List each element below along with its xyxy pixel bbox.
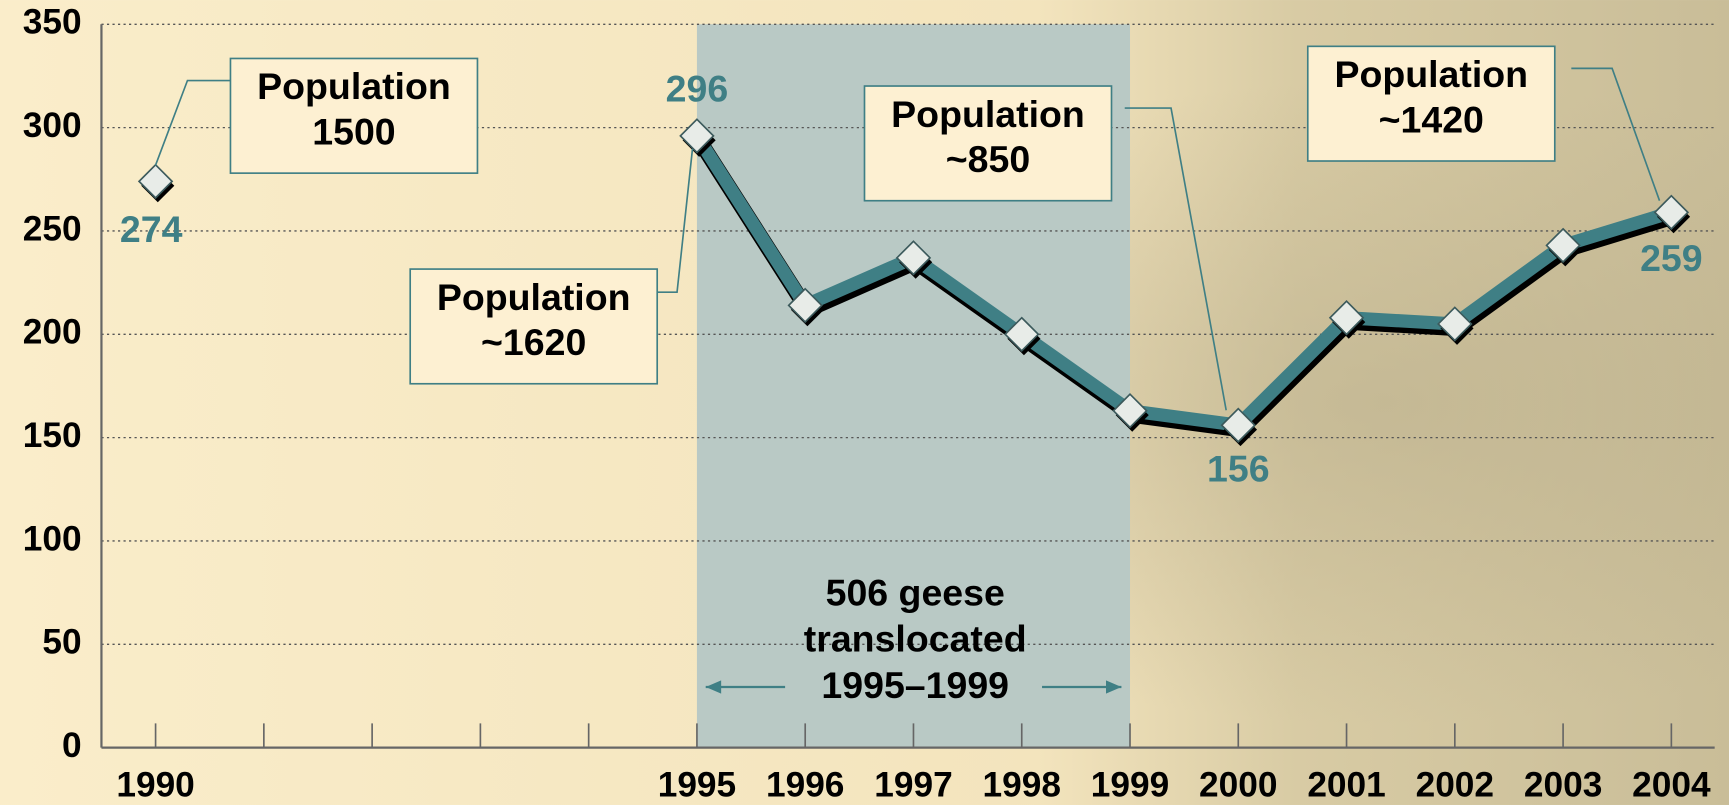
callout-box: [863, 85, 1113, 202]
data-label: 156: [1207, 447, 1270, 489]
x-tick-label: 2004: [1632, 766, 1711, 805]
marker: [787, 287, 823, 324]
callout-box: [409, 268, 659, 385]
callout-text: Population: [891, 93, 1085, 135]
callout-text: Population: [1334, 53, 1528, 95]
y-tick-label: 250: [23, 209, 82, 248]
x-tick-label: 1990: [116, 766, 194, 805]
x-tick-label: 2003: [1524, 766, 1602, 805]
callout-text: 1500: [312, 110, 395, 152]
callout-leader: [657, 148, 694, 294]
x-tick-label: 1996: [766, 766, 844, 805]
data-label: 259: [1640, 237, 1703, 279]
callout-box: [1306, 45, 1556, 162]
marker: [1004, 316, 1040, 353]
data-label: 296: [666, 68, 729, 110]
callout-text: ~850: [946, 138, 1030, 180]
x-tick-label: 2000: [1199, 766, 1277, 805]
marker: [1545, 227, 1581, 264]
y-tick-label: 50: [42, 623, 81, 662]
marker: [679, 118, 715, 154]
callout-text: Population: [257, 65, 451, 107]
y-tick-label: 300: [23, 106, 82, 145]
y-tick-label: 350: [23, 3, 82, 42]
line: [691, 132, 1674, 432]
callout-text: Population: [437, 276, 631, 318]
marker: [1653, 194, 1690, 231]
data-label: 274: [120, 208, 183, 250]
x-tick-label: 1997: [874, 766, 952, 805]
callout-leader: [1124, 107, 1227, 411]
marker: [1328, 300, 1365, 336]
y-tick-label: 0: [62, 726, 82, 765]
x-tick-label: 1995: [658, 766, 736, 805]
callout-leader: [154, 79, 231, 166]
span-annotation: 1995–1999: [821, 664, 1009, 706]
marker: [1112, 393, 1148, 429]
span-annotation: translocated: [804, 618, 1027, 660]
callout-text: ~1620: [481, 321, 586, 363]
callout-leader: [1571, 67, 1661, 201]
y-tick-label: 150: [23, 416, 82, 455]
span-arrowhead: [705, 680, 722, 694]
x-tick-label: 1999: [1091, 766, 1169, 805]
marker: [895, 240, 932, 276]
span-annotation: 506 geese: [826, 571, 1005, 613]
callout-box: [229, 57, 479, 174]
marker: [1220, 407, 1256, 443]
callout-text: ~1420: [1379, 98, 1484, 140]
x-tick-label: 1998: [983, 766, 1061, 805]
x-tick-label: 2001: [1307, 766, 1385, 805]
y-tick-label: 200: [23, 313, 82, 352]
marker: [137, 163, 174, 200]
marker: [1437, 306, 1473, 342]
span-arrowhead: [1105, 680, 1122, 694]
y-tick-label: 100: [23, 519, 82, 558]
x-tick-label: 2002: [1416, 766, 1494, 805]
